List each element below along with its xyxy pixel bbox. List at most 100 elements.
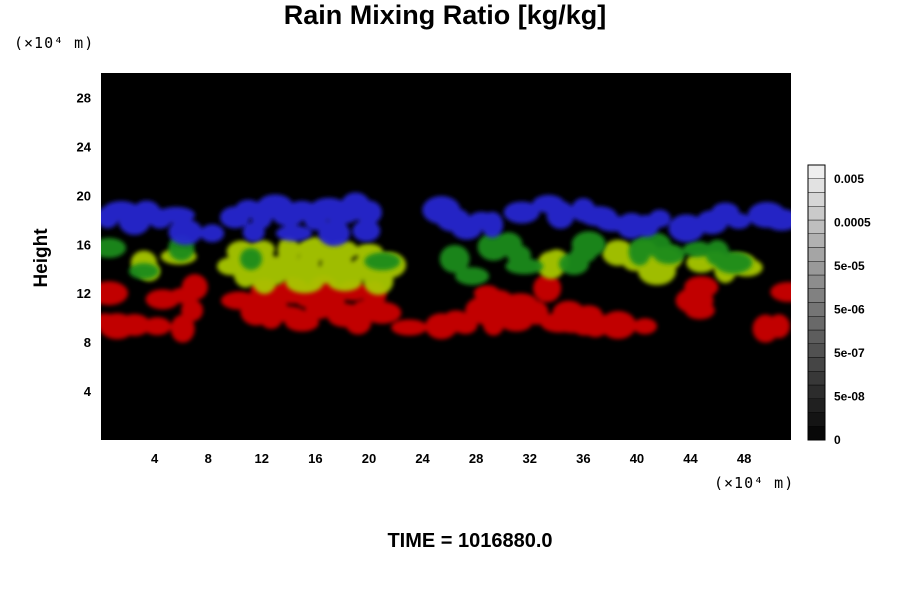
data-blob xyxy=(648,209,671,228)
x-tick-label: 28 xyxy=(469,451,483,466)
colorbar-cell xyxy=(807,371,826,386)
data-layer xyxy=(101,231,753,286)
y-axis-unit: (×10⁴ m) xyxy=(14,34,95,52)
data-blob xyxy=(242,222,265,243)
x-tick-label: 8 xyxy=(205,451,212,466)
data-blob xyxy=(455,267,490,286)
colorbar-cell xyxy=(807,164,826,179)
data-blob xyxy=(355,200,382,225)
data-blob xyxy=(352,219,381,242)
colorbar-cell xyxy=(807,261,826,276)
y-tick-label: 28 xyxy=(77,90,91,105)
colorbar-cell xyxy=(807,316,826,331)
data-blob xyxy=(327,273,362,292)
x-tick-label: 48 xyxy=(737,451,751,466)
data-blob xyxy=(170,314,195,343)
data-blob xyxy=(482,309,505,336)
x-tick-label: 4 xyxy=(151,451,159,466)
colorbar-cell xyxy=(807,412,826,427)
colorbar-tick-label: 0.0005 xyxy=(834,216,871,230)
y-tick-label: 12 xyxy=(77,286,91,301)
data-blob xyxy=(503,201,540,224)
data-blob xyxy=(473,285,500,302)
data-blob xyxy=(668,214,705,243)
colorbar-cell xyxy=(807,329,826,344)
colorbar-cell xyxy=(807,288,826,303)
data-blob xyxy=(714,251,753,274)
data-blob xyxy=(632,318,657,335)
data-blob xyxy=(500,313,533,332)
data-blob xyxy=(726,213,751,230)
time-label: TIME = 1016880.0 xyxy=(387,530,553,552)
colorbar-cell xyxy=(807,178,826,193)
data-blob xyxy=(118,314,151,337)
data-blob xyxy=(240,247,263,270)
colorbar-cell xyxy=(807,247,826,262)
data-blob xyxy=(363,266,394,295)
colorbar-cell xyxy=(807,357,826,372)
y-tick-label: 4 xyxy=(84,384,92,399)
data-blob xyxy=(574,305,603,326)
data-blob xyxy=(684,301,715,320)
colorbar-tick-label: 5e-05 xyxy=(834,259,865,273)
colorbar-cell xyxy=(807,302,826,317)
colorbar-tick-label: 5e-06 xyxy=(834,303,865,317)
data-blob xyxy=(101,237,127,258)
x-tick-label: 40 xyxy=(630,451,644,466)
x-axis-unit: (×10⁴ m) xyxy=(714,474,795,492)
colorbar-cell xyxy=(807,426,826,441)
data-blob xyxy=(345,310,372,335)
colorbar-cell xyxy=(807,233,826,248)
y-tick-label: 24 xyxy=(77,139,92,154)
x-tick-label: 12 xyxy=(255,451,269,466)
data-blob xyxy=(181,274,208,301)
data-blob xyxy=(439,244,470,273)
colorbar-cell xyxy=(807,384,826,399)
x-tick-label: 16 xyxy=(308,451,322,466)
colorbar-cell xyxy=(807,274,826,289)
data-blob xyxy=(546,200,575,229)
data-blob xyxy=(168,219,203,246)
data-blob xyxy=(285,271,324,294)
colorbar-cell xyxy=(807,219,826,234)
data-blob xyxy=(200,224,225,243)
colorbar-cell xyxy=(807,398,826,413)
y-tick-label: 16 xyxy=(77,237,91,252)
data-blob xyxy=(260,308,283,329)
data-blob xyxy=(284,313,319,332)
data-blob xyxy=(533,274,562,303)
colorbar-tick-label: 5e-07 xyxy=(834,346,865,360)
data-layer xyxy=(130,236,763,295)
colorbar-cell xyxy=(807,343,826,358)
colorbar-tick-label: 0 xyxy=(834,433,841,447)
data-blob xyxy=(600,311,637,340)
data-blob xyxy=(683,241,712,258)
data-layer xyxy=(101,192,791,247)
colorbar-tick-label: 5e-08 xyxy=(834,390,865,404)
x-tick-label: 32 xyxy=(523,451,537,466)
x-tick-label: 36 xyxy=(576,451,590,466)
data-blob xyxy=(128,263,159,280)
data-blob xyxy=(770,281,791,302)
data-blob xyxy=(570,245,597,264)
x-tick-label: 24 xyxy=(415,451,430,466)
data-blob xyxy=(505,258,544,275)
x-tick-label: 20 xyxy=(362,451,376,466)
data-blob xyxy=(143,317,172,336)
data-blob xyxy=(277,236,300,265)
data-blob xyxy=(764,208,791,231)
x-tick-label: 44 xyxy=(683,451,698,466)
colorbar-frame xyxy=(807,164,826,441)
data-blob xyxy=(684,276,719,299)
data-blob xyxy=(481,211,504,238)
data-blob xyxy=(157,206,196,223)
y-tick-label: 20 xyxy=(77,188,91,203)
colorbar-tick-label: 0.005 xyxy=(834,172,864,186)
y-tick-label: 8 xyxy=(84,335,91,350)
data-blob xyxy=(252,267,277,294)
data-blob xyxy=(364,252,401,271)
data-blob xyxy=(363,301,402,324)
data-blob xyxy=(181,299,204,322)
data-blob xyxy=(318,220,351,247)
